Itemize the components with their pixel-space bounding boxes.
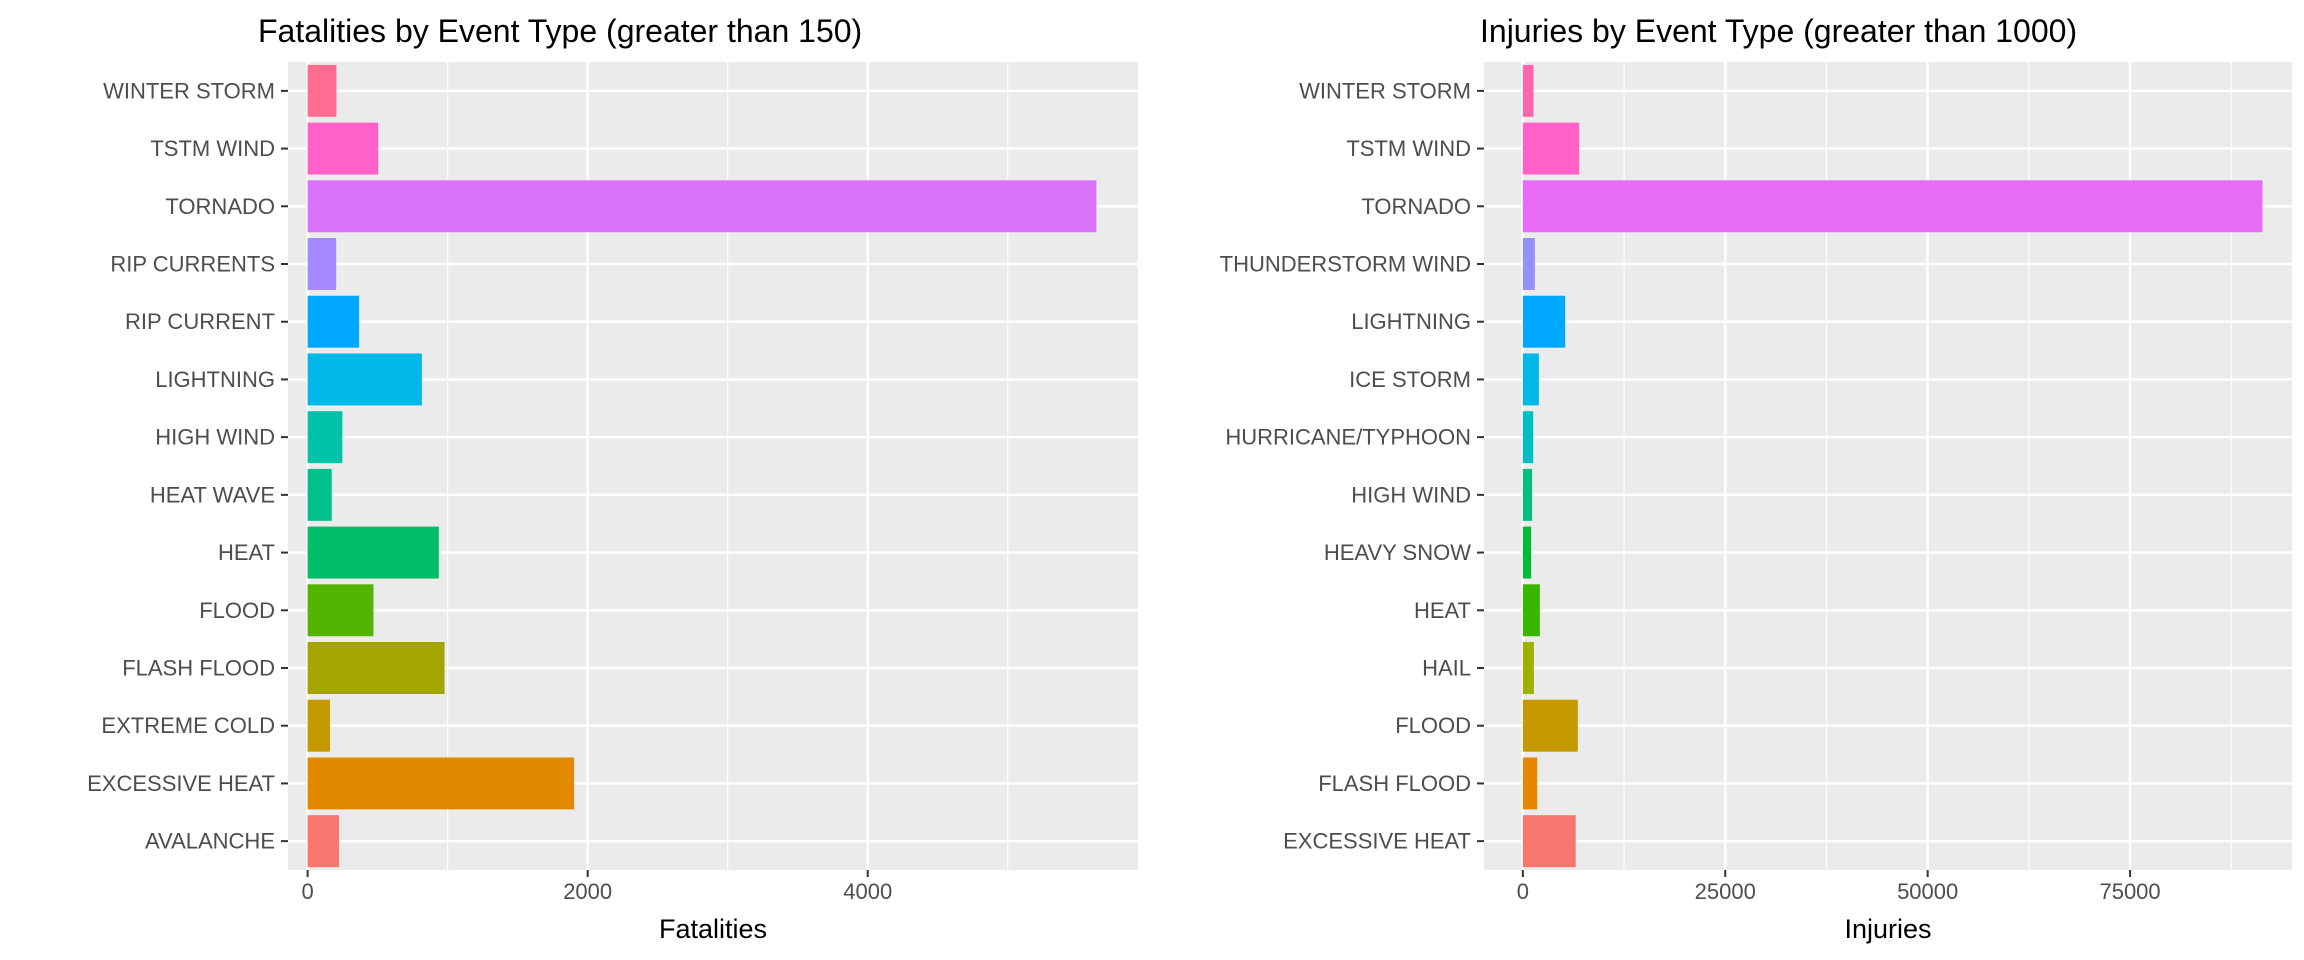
y-tick-label: HEAT [218,540,275,565]
chart-panel-1: WINTER STORM TSTM WIND TORNADO RIP CURRENTS… [87,13,1138,944]
y-tick-label: FLASH FLOOD [122,656,275,681]
bar-lightning [1522,295,1566,348]
bar-heat [1522,584,1540,637]
bar-flood [1522,699,1578,752]
y-tick-label: THUNDERSTORM WIND [1220,252,1471,277]
y-tick-label: ICE STORM [1349,367,1471,392]
bar-high-wind [1522,468,1533,521]
bar-avalanche [307,815,339,868]
x-tick-label: 25000 [1695,879,1756,904]
y-tick-label: RIP CURRENT [125,309,275,334]
bar-tstm-wind [1522,122,1580,175]
chart-panel-2: WINTER STORM TSTM WIND TORNADO THUNDERSTORM… [1220,13,2292,944]
bar-heavy-snow [1522,526,1532,579]
x-tick-label: 2000 [563,879,612,904]
bar-flash-flood [307,642,445,694]
y-tick-label: EXCESSIVE HEAT [87,771,275,796]
y-tick-label: HIGH WIND [1351,482,1471,507]
bar-flood [307,584,374,637]
bar-tstm-wind [307,122,379,175]
y-tick-label: FLASH FLOOD [1318,771,1471,796]
y-tick-label: HAIL [1422,656,1471,681]
x-tick-label: 0 [301,879,313,904]
y-tick-label: EXTREME COLD [101,713,275,738]
bar-extreme-cold [307,699,331,752]
bar-rip-currents [307,238,337,290]
chart-title: Fatalities by Event Type (greater than 1… [258,13,862,49]
y-tick-label: HEAT WAVE [150,482,275,507]
y-tick-label: EXCESSIVE HEAT [1283,829,1471,854]
x-tick-label: 4000 [843,879,892,904]
bar-winter-storm [1522,64,1534,117]
bar-excessive-heat [307,757,575,810]
y-tick-label: WINTER STORM [1299,78,1471,103]
y-tick-label: TSTM WIND [1346,136,1471,161]
bar-thunderstorm-wind [1522,238,1535,290]
bar-hail [1522,642,1534,694]
bar-winter-storm [307,64,337,117]
y-tick-label: HURRICANE/TYPHOON [1225,425,1471,450]
y-tick-label: LIGHTNING [1351,309,1471,334]
x-tick-label: 0 [1517,879,1529,904]
bar-tornado [1522,180,2263,233]
bar-high-wind [307,411,343,464]
y-tick-label: LIGHTNING [155,367,275,392]
y-tick-label: FLOOD [1395,713,1471,738]
bar-flash-flood [1522,757,1538,810]
y-tick-label: HEAT [1414,598,1471,623]
y-tick-label: TSTM WIND [150,136,275,161]
bar-lightning [307,353,422,406]
bar-ice-storm [1522,353,1539,406]
bar-tornado [307,180,1097,233]
bar-heat [307,526,439,579]
chart-title: Injuries by Event Type (greater than 100… [1480,13,2077,49]
y-tick-label: HIGH WIND [155,425,275,450]
y-tick-label: TORNADO [165,194,275,219]
bar-heat-wave [307,468,332,521]
x-axis-title: Fatalities [659,914,767,944]
x-tick-label: 75000 [2099,879,2160,904]
y-tick-label: FLOOD [199,598,275,623]
y-tick-label: WINTER STORM [103,78,275,103]
x-tick-label: 50000 [1897,879,1958,904]
bar-hurricane-typhoon [1522,411,1534,464]
bar-excessive-heat [1522,815,1576,868]
x-axis-title: Injuries [1844,914,1931,944]
y-tick-label: HEAVY SNOW [1324,540,1471,565]
y-tick-label: AVALANCHE [145,829,275,854]
y-tick-label: RIP CURRENTS [110,252,275,277]
y-tick-label: TORNADO [1361,194,1471,219]
bar-rip-current [307,295,360,348]
